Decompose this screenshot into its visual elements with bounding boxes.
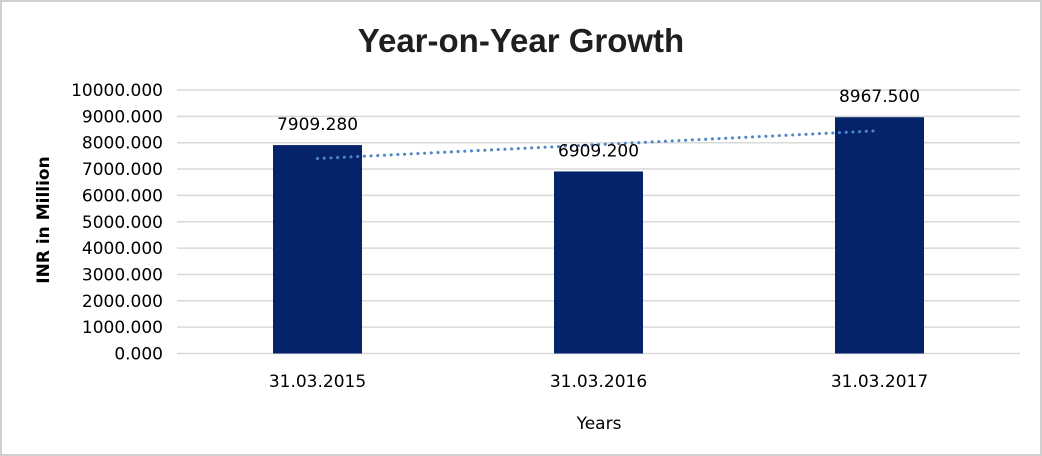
y-tick-label: 0.000 bbox=[114, 345, 163, 365]
trendline bbox=[316, 129, 881, 161]
y-tick-label: 3000.000 bbox=[82, 265, 163, 285]
x-tick-label: 31.03.2015 bbox=[269, 372, 366, 392]
x-tick-label: 31.03.2017 bbox=[831, 372, 928, 392]
y-tick-label: 4000.000 bbox=[82, 239, 163, 259]
bar-data-label: 8967.500 bbox=[839, 87, 920, 107]
y-tick-label: 7000.000 bbox=[82, 160, 163, 180]
bar bbox=[835, 117, 924, 354]
chart-title: Year-on-Year Growth bbox=[357, 22, 685, 59]
y-tick-label: 6000.000 bbox=[82, 186, 163, 206]
y-tick-label: 2000.000 bbox=[82, 292, 163, 312]
y-tick-label: 5000.000 bbox=[82, 213, 163, 233]
x-tick-label: 31.03.2016 bbox=[550, 372, 647, 392]
y-tick-label: 1000.000 bbox=[82, 318, 163, 338]
bar bbox=[554, 171, 643, 354]
bar-data-label: 7909.280 bbox=[277, 115, 358, 135]
y-tick-label: 9000.000 bbox=[82, 107, 163, 127]
x-axis-title: Years bbox=[576, 414, 622, 434]
bar bbox=[273, 145, 362, 354]
y-tick-label: 8000.000 bbox=[82, 134, 163, 154]
y-tick-label: 10000.000 bbox=[71, 81, 163, 101]
bar-data-label: 6909.200 bbox=[558, 141, 639, 161]
